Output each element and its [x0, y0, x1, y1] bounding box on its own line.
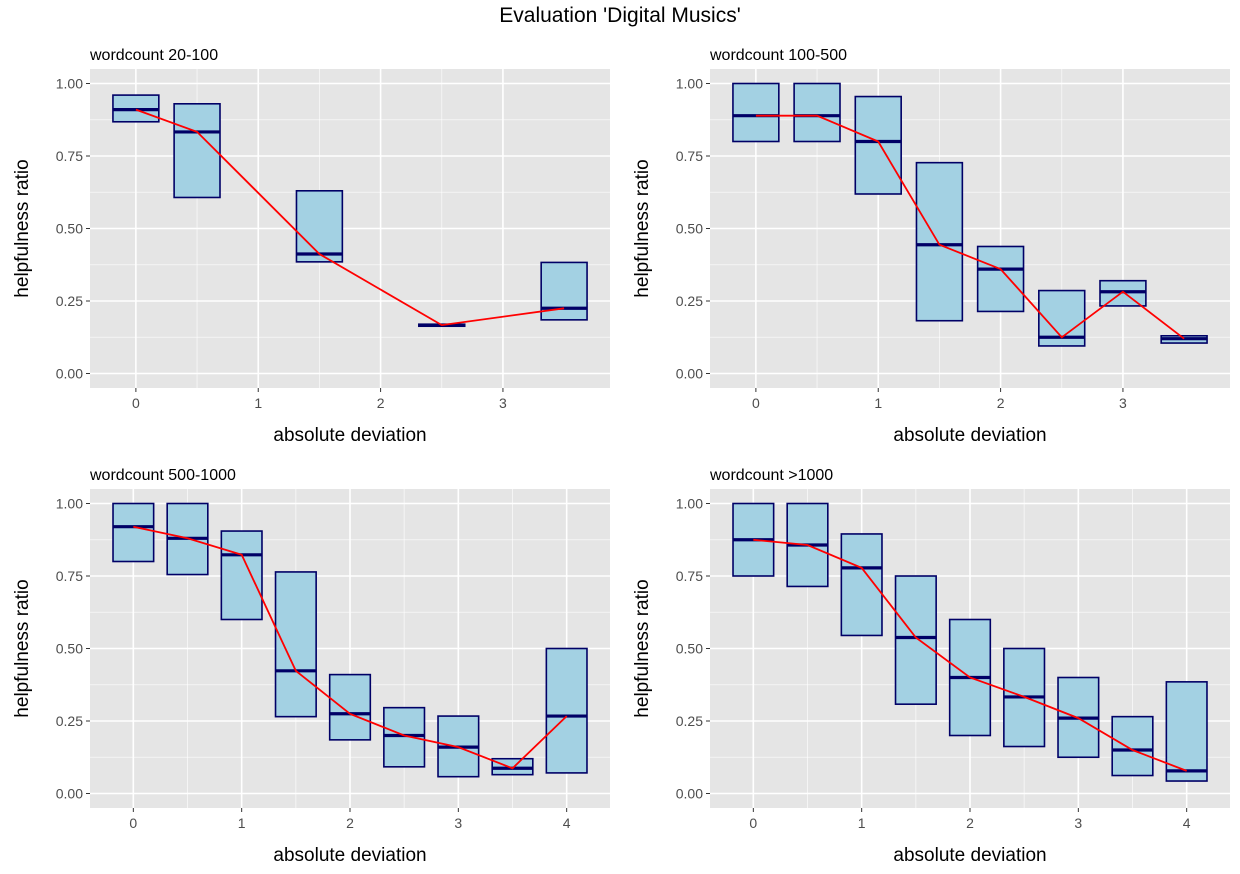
- y-tick-label: 0.50: [676, 641, 703, 657]
- box: [220, 530, 263, 621]
- x-axis-label: absolute deviation: [273, 425, 426, 446]
- y-tick-label: 0.50: [56, 221, 83, 237]
- x-axis-label: absolute deviation: [273, 845, 426, 866]
- y-axis-label: helpfulness ratio: [632, 579, 653, 717]
- box: [545, 647, 588, 774]
- x-tick-label: 2: [346, 815, 354, 831]
- x-tick-label: 0: [129, 815, 137, 831]
- y-tick-label: 0.25: [56, 713, 83, 729]
- y-tick-label: 0.25: [56, 293, 83, 309]
- x-tick-label: 1: [254, 395, 262, 411]
- y-tick-label: 0.75: [56, 568, 83, 584]
- box: [112, 502, 155, 563]
- box: [1165, 681, 1208, 782]
- box: [976, 245, 1025, 313]
- x-tick-label: 1: [874, 395, 882, 411]
- box: [383, 706, 426, 768]
- y-tick-label: 0.00: [56, 786, 83, 802]
- x-tick-label: 3: [1074, 815, 1082, 831]
- median-trend-line: [755, 114, 1185, 340]
- x-tick-label: 2: [966, 815, 974, 831]
- panel-title: wordcount 20-100: [89, 47, 218, 64]
- box: [173, 103, 221, 199]
- x-tick-label: 2: [377, 395, 385, 411]
- x-tick-label: 4: [563, 815, 571, 831]
- y-tick-label: 0.75: [56, 148, 83, 164]
- y-axis-label: helpfulness ratio: [632, 159, 653, 297]
- box: [732, 82, 780, 143]
- x-tick-label: 1: [858, 815, 866, 831]
- x-axis-label: absolute deviation: [893, 425, 1046, 446]
- y-tick-label: 0.50: [676, 221, 703, 237]
- x-axis-label: absolute deviation: [893, 845, 1046, 866]
- box: [1111, 715, 1154, 777]
- y-tick-label: 0.25: [676, 293, 703, 309]
- y-tick-label: 0.00: [676, 366, 703, 382]
- panel-title: wordcount >1000: [709, 467, 833, 484]
- median-trend-line: [135, 108, 565, 327]
- panel-title: wordcount 500-1000: [89, 467, 236, 484]
- x-tick-label: 0: [749, 815, 757, 831]
- box: [854, 95, 902, 195]
- y-tick-label: 0.25: [676, 713, 703, 729]
- x-tick-label: 2: [997, 395, 1005, 411]
- y-tick-label: 0.75: [676, 148, 703, 164]
- box: [295, 190, 344, 263]
- x-tick-label: 4: [1183, 815, 1191, 831]
- y-axis-label: helpfulness ratio: [12, 579, 33, 717]
- facet-panel-1: 0.00 0.25 0.50 0.75 1.00 0 1 2 3 wordcount 20-100…: [12, 47, 610, 446]
- y-tick-label: 1.00: [676, 496, 703, 512]
- median-trend-line: [133, 525, 568, 770]
- facet-panel-2: 0.00 0.25 0.50 0.75 1.00 0 1 2 3 wordcount 100-50…: [632, 47, 1230, 446]
- facet-panel-4: 0.00 0.25 0.50 0.75 1.00 0 1 2 3 4 wordcount >1000…: [632, 467, 1230, 866]
- y-tick-label: 1.00: [56, 496, 83, 512]
- x-tick-label: 0: [752, 395, 760, 411]
- x-tick-label: 0: [132, 395, 140, 411]
- y-tick-label: 0.00: [676, 786, 703, 802]
- figure-title: Evaluation 'Digital Musics': [499, 4, 741, 27]
- y-tick-label: 0.50: [56, 641, 83, 657]
- box: [328, 673, 372, 741]
- box: [793, 82, 841, 143]
- y-tick-label: 1.00: [676, 76, 703, 92]
- panel-title: wordcount 100-500: [709, 47, 847, 64]
- y-tick-label: 0.00: [56, 366, 83, 382]
- box: [894, 575, 937, 705]
- y-tick-label: 1.00: [56, 76, 83, 92]
- x-tick-label: 3: [1119, 395, 1127, 411]
- x-tick-label: 1: [238, 815, 246, 831]
- x-tick-label: 3: [454, 815, 462, 831]
- y-tick-label: 0.75: [676, 568, 703, 584]
- box: [915, 161, 964, 322]
- y-axis-label: helpfulness ratio: [12, 159, 33, 297]
- facet-panel-3: 0.00 0.25 0.50 0.75 1.00 0 1 2 3 4 wordcount 500-1…: [12, 467, 610, 866]
- x-tick-label: 3: [499, 395, 507, 411]
- box: [274, 571, 317, 718]
- median-trend-line: [753, 538, 1188, 772]
